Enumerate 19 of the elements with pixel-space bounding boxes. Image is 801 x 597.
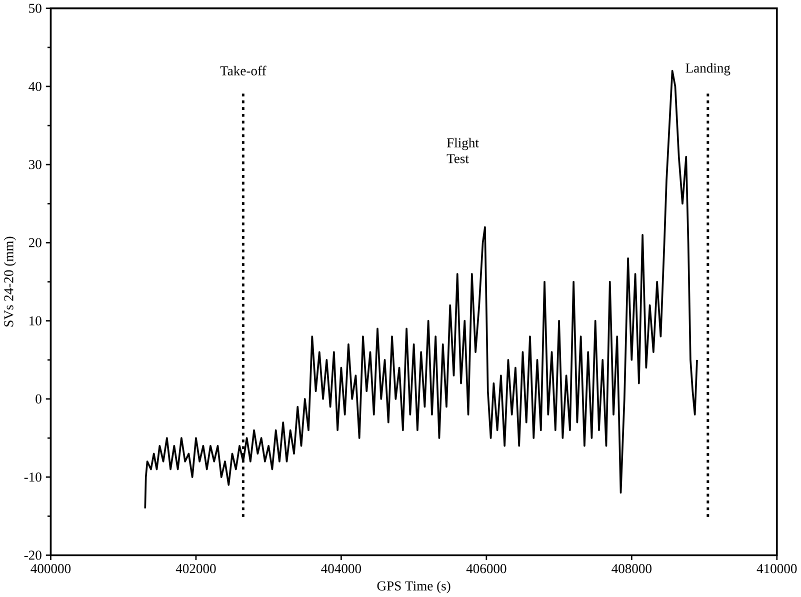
x-tick-label: 400000: [30, 564, 71, 574]
annotation: Flight Test: [446, 138, 479, 164]
x-tick-label: 410000: [756, 564, 797, 574]
x-tick-label: 404000: [321, 564, 362, 574]
y-tick-label: 0: [36, 394, 42, 404]
x-tick-label: 406000: [466, 564, 506, 574]
ref-line-label: Landing: [686, 63, 730, 76]
y-tick-label: 30: [29, 160, 42, 170]
y-tick-label: 50: [29, 4, 42, 13]
x-axis-title: GPS Time (s): [377, 580, 450, 594]
x-tick-label: 408000: [612, 564, 652, 574]
y-tick-label: 40: [28, 82, 42, 92]
y-tick-label: 10: [30, 316, 42, 326]
y-tick-label: 20: [28, 238, 42, 248]
y-tick-label: -20: [24, 550, 42, 560]
y-axis-title: SVs 24-20 (mm): [4, 236, 16, 326]
x-tick-label: 402000: [176, 564, 216, 574]
y-tick-label: -10: [24, 472, 42, 482]
ref-line-label: Take-off: [220, 66, 266, 76]
